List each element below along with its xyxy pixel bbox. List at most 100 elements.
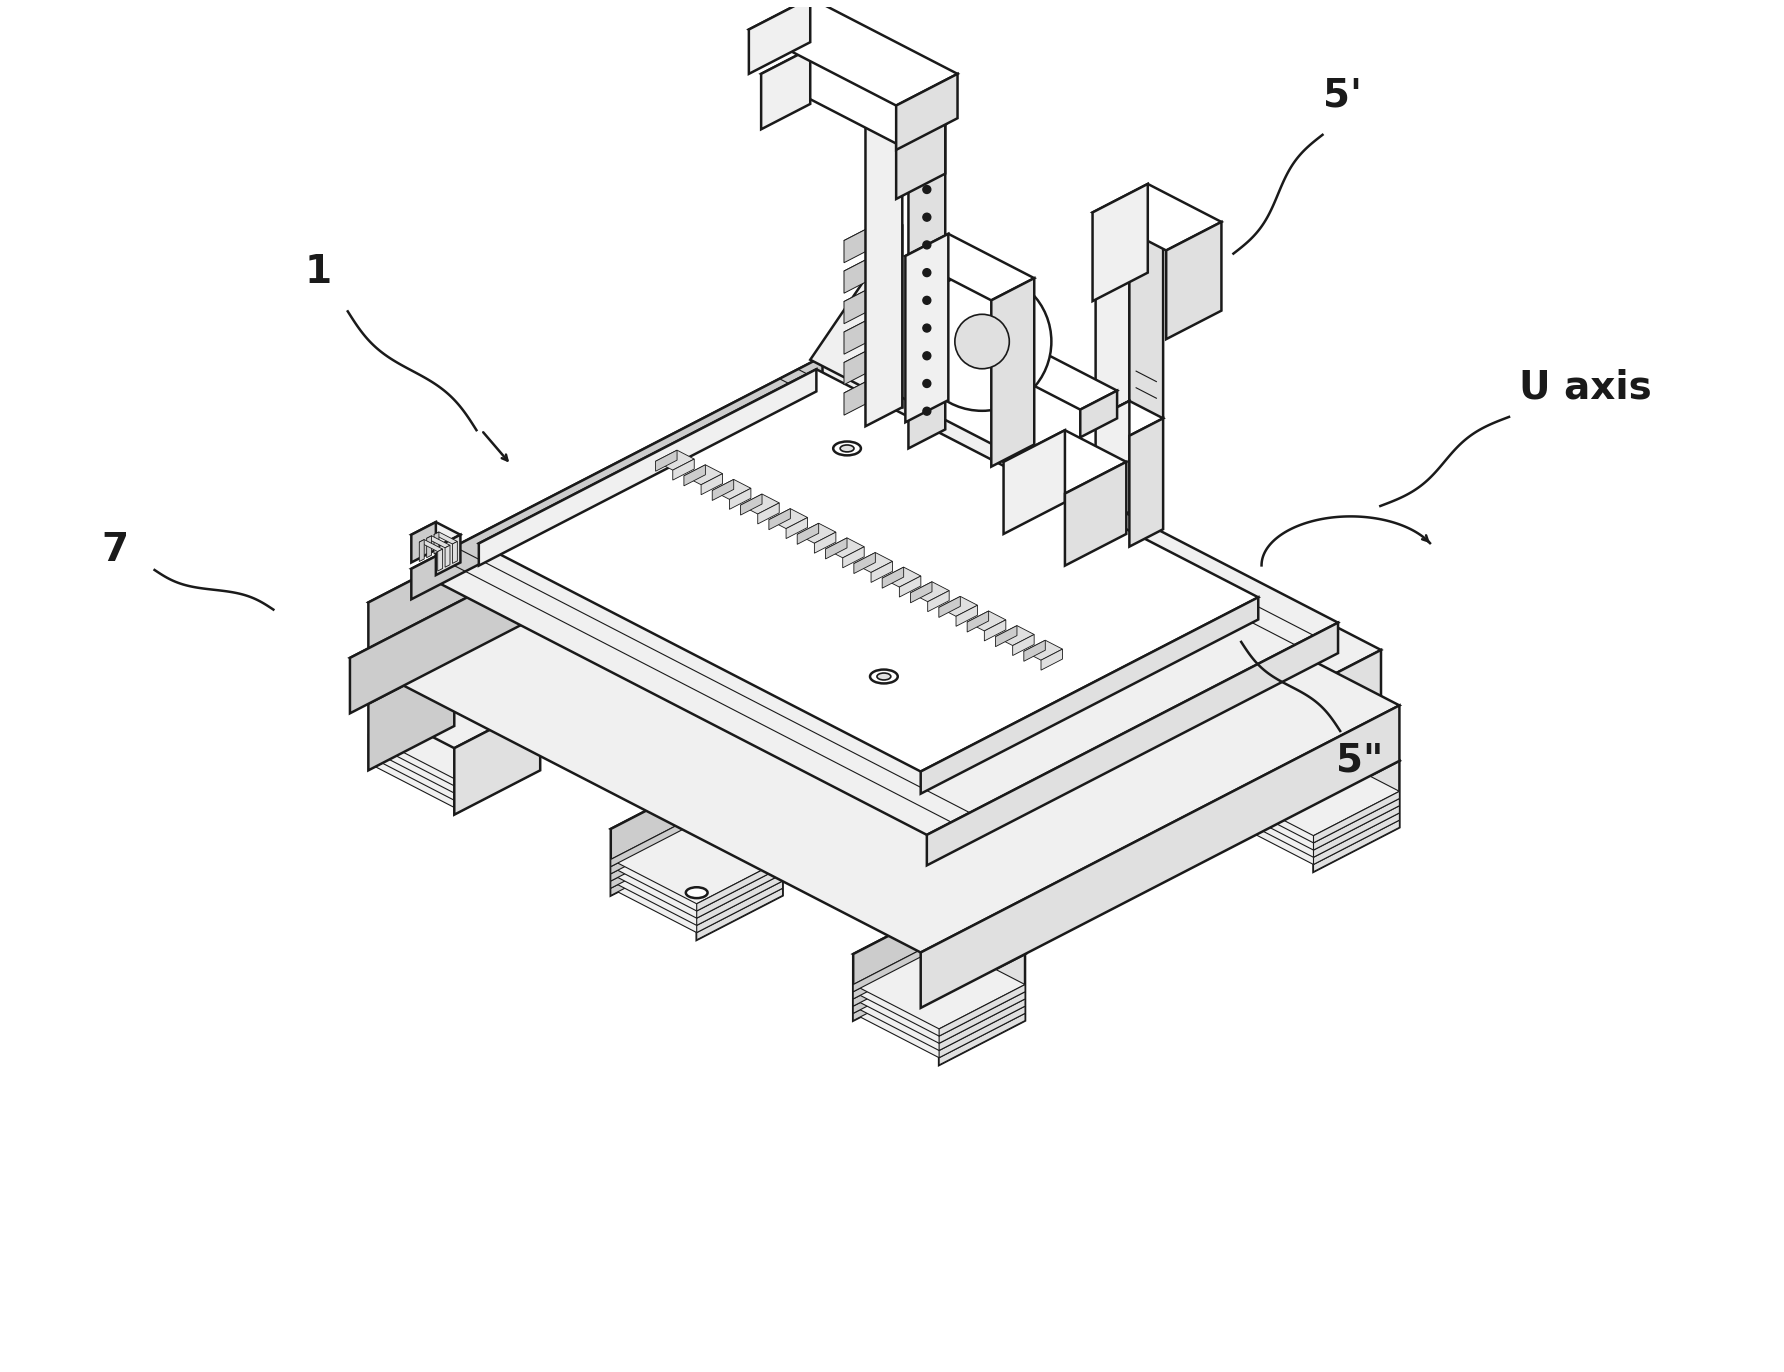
Polygon shape bbox=[865, 263, 903, 305]
Polygon shape bbox=[844, 252, 903, 283]
Ellipse shape bbox=[922, 241, 931, 248]
Polygon shape bbox=[455, 749, 541, 800]
Polygon shape bbox=[865, 324, 903, 365]
Polygon shape bbox=[844, 283, 903, 313]
Polygon shape bbox=[749, 0, 810, 74]
Polygon shape bbox=[426, 536, 432, 557]
Polygon shape bbox=[995, 626, 1035, 646]
Polygon shape bbox=[455, 734, 541, 786]
Polygon shape bbox=[1024, 641, 1045, 661]
Polygon shape bbox=[655, 450, 678, 471]
Polygon shape bbox=[908, 302, 946, 348]
Polygon shape bbox=[844, 343, 881, 384]
Polygon shape bbox=[698, 881, 783, 933]
Polygon shape bbox=[844, 375, 903, 405]
Polygon shape bbox=[853, 955, 938, 1006]
Polygon shape bbox=[938, 954, 1026, 1065]
Polygon shape bbox=[881, 567, 904, 589]
Polygon shape bbox=[610, 830, 698, 881]
Polygon shape bbox=[368, 704, 455, 756]
Polygon shape bbox=[1227, 761, 1399, 851]
Polygon shape bbox=[1227, 716, 1399, 805]
Polygon shape bbox=[871, 561, 892, 583]
Polygon shape bbox=[412, 357, 1338, 836]
Ellipse shape bbox=[954, 314, 1010, 369]
Polygon shape bbox=[701, 473, 723, 495]
Polygon shape bbox=[1313, 761, 1399, 871]
Polygon shape bbox=[844, 375, 881, 416]
Polygon shape bbox=[844, 313, 903, 343]
Polygon shape bbox=[712, 479, 751, 499]
Polygon shape bbox=[1313, 799, 1399, 851]
Polygon shape bbox=[769, 509, 808, 528]
Polygon shape bbox=[865, 354, 903, 395]
Polygon shape bbox=[412, 523, 435, 563]
Polygon shape bbox=[758, 504, 780, 524]
Polygon shape bbox=[368, 704, 541, 793]
Polygon shape bbox=[797, 523, 837, 543]
Polygon shape bbox=[610, 837, 698, 888]
Polygon shape bbox=[655, 450, 694, 471]
Polygon shape bbox=[904, 233, 949, 423]
Polygon shape bbox=[1313, 820, 1399, 871]
Polygon shape bbox=[967, 611, 1006, 631]
Polygon shape bbox=[453, 542, 457, 564]
Polygon shape bbox=[368, 712, 455, 763]
Polygon shape bbox=[698, 867, 783, 918]
Polygon shape bbox=[853, 910, 1026, 999]
Polygon shape bbox=[368, 690, 455, 741]
Polygon shape bbox=[910, 582, 949, 602]
Polygon shape bbox=[350, 410, 1399, 952]
Polygon shape bbox=[855, 553, 892, 572]
Polygon shape bbox=[1227, 746, 1399, 836]
Polygon shape bbox=[610, 830, 783, 918]
Polygon shape bbox=[444, 545, 450, 567]
Polygon shape bbox=[610, 844, 783, 933]
Polygon shape bbox=[368, 660, 541, 748]
Polygon shape bbox=[908, 125, 946, 449]
Polygon shape bbox=[1095, 207, 1163, 241]
Polygon shape bbox=[853, 955, 1026, 1043]
Polygon shape bbox=[1227, 716, 1313, 827]
Polygon shape bbox=[683, 465, 723, 484]
Polygon shape bbox=[368, 365, 828, 652]
Text: 5": 5" bbox=[1336, 742, 1384, 779]
Polygon shape bbox=[865, 233, 903, 274]
Polygon shape bbox=[419, 539, 425, 561]
Polygon shape bbox=[698, 859, 783, 911]
Polygon shape bbox=[921, 650, 1381, 937]
Polygon shape bbox=[610, 837, 783, 925]
Ellipse shape bbox=[685, 888, 708, 899]
Polygon shape bbox=[826, 538, 847, 558]
Polygon shape bbox=[1095, 207, 1129, 418]
Polygon shape bbox=[865, 103, 946, 144]
Text: 5': 5' bbox=[1322, 77, 1361, 114]
Polygon shape bbox=[683, 465, 705, 486]
Polygon shape bbox=[853, 962, 1026, 1051]
Polygon shape bbox=[844, 313, 881, 354]
Polygon shape bbox=[956, 605, 978, 626]
Polygon shape bbox=[412, 523, 460, 547]
Polygon shape bbox=[749, 0, 958, 106]
Polygon shape bbox=[1095, 401, 1129, 530]
Polygon shape bbox=[434, 532, 439, 554]
Polygon shape bbox=[610, 785, 783, 874]
Polygon shape bbox=[740, 494, 780, 514]
Polygon shape bbox=[853, 969, 1026, 1058]
Polygon shape bbox=[881, 567, 921, 587]
Polygon shape bbox=[368, 697, 455, 749]
Polygon shape bbox=[1004, 431, 1126, 494]
Polygon shape bbox=[712, 479, 733, 501]
Polygon shape bbox=[1227, 768, 1399, 858]
Ellipse shape bbox=[871, 670, 897, 683]
Polygon shape bbox=[844, 221, 903, 251]
Polygon shape bbox=[368, 719, 455, 770]
Polygon shape bbox=[1227, 746, 1313, 799]
Polygon shape bbox=[698, 829, 783, 940]
Polygon shape bbox=[865, 103, 903, 427]
Polygon shape bbox=[853, 948, 938, 999]
Polygon shape bbox=[865, 386, 903, 427]
Polygon shape bbox=[610, 785, 698, 896]
Polygon shape bbox=[673, 460, 694, 480]
Polygon shape bbox=[419, 539, 442, 552]
